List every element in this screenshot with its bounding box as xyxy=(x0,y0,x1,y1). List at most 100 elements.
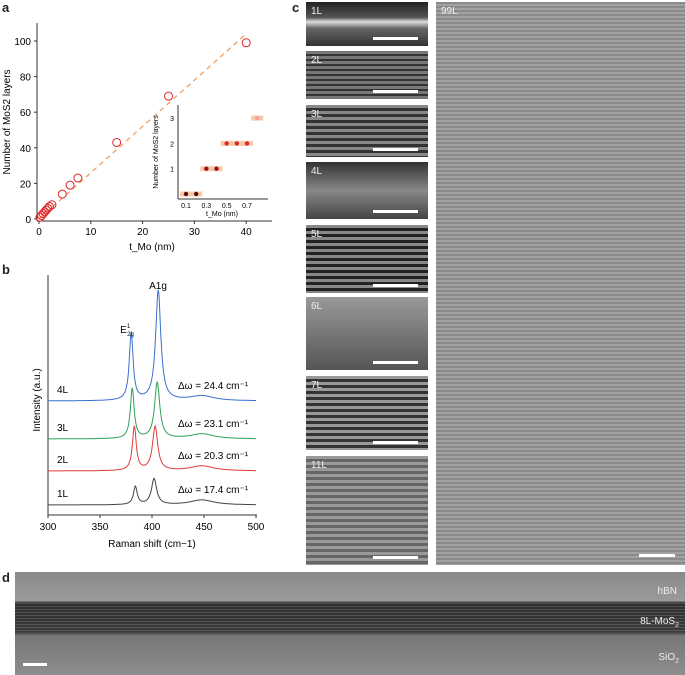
y-axis-label: Intensity (a.u.) xyxy=(32,368,43,431)
series-label: 2L xyxy=(57,455,69,466)
x-tick-label: 20 xyxy=(137,227,149,238)
chart-b: 300 350 400 450 500 Raman shift (cm−1) Intensi… xyxy=(32,275,265,550)
spectrum-1L xyxy=(48,477,256,506)
scale-bar xyxy=(23,663,47,666)
x-tick-label: 0 xyxy=(36,227,42,238)
e2g-sup: 1 xyxy=(127,324,131,330)
tem-layer-label: 11L xyxy=(311,460,327,471)
data-point xyxy=(65,180,75,190)
tem-3L-image: 3L xyxy=(306,105,428,157)
tem-7L-image: 7L xyxy=(306,376,428,450)
inset-point xyxy=(193,191,199,197)
data-point xyxy=(57,189,67,199)
series-label: 4L xyxy=(57,385,69,396)
x-tick-label: 350 xyxy=(92,522,109,533)
tem-layer-label: 3L xyxy=(311,109,323,120)
hbn-label: hBN xyxy=(657,586,677,597)
x-tick-label: 10 xyxy=(85,227,97,238)
e2g-peak-label: E1 2g xyxy=(120,324,134,338)
tem-5L-image: 5L xyxy=(306,225,428,293)
inset-point xyxy=(254,115,260,121)
inset-point xyxy=(244,141,250,146)
panel-d-label: d xyxy=(2,570,10,585)
delta-label: Δω = 17.4 cm⁻¹ xyxy=(178,485,249,496)
tem-11L-image: 11L xyxy=(306,456,428,565)
tem-d-image: hBN 8L-MoS2 SiO2 xyxy=(15,572,685,675)
a1g-peak-label: A1g xyxy=(149,281,167,292)
x-axis-label: t_Mo (nm) xyxy=(129,242,175,253)
fit-line xyxy=(38,33,247,220)
inset-y-tick-label: 3 xyxy=(170,116,174,123)
panel-c-label: c xyxy=(292,0,300,15)
y-tick-label: 60 xyxy=(20,108,32,119)
inset-x-tick-label: 0.1 xyxy=(181,203,191,210)
scale-bar xyxy=(373,210,418,213)
data-point xyxy=(164,91,173,101)
scale-bar xyxy=(373,441,418,444)
tem-2L-image: 2L xyxy=(306,51,428,99)
series-label: 3L xyxy=(57,423,69,434)
inset-point xyxy=(214,166,219,171)
y-tick-label: 0 xyxy=(25,215,31,226)
data-point xyxy=(44,202,54,212)
data-point xyxy=(241,38,251,48)
spectrum-2L xyxy=(48,424,256,472)
data-point xyxy=(47,200,57,210)
series-label: 1L xyxy=(57,489,69,500)
delta-label: Δω = 20.3 cm⁻¹ xyxy=(178,451,249,462)
inset-y-axis-label: Number of MoS2 layers xyxy=(153,115,160,189)
e2g-sub: 2g xyxy=(127,332,134,338)
tem-layer-label: 6L xyxy=(311,301,323,312)
inset-point xyxy=(183,191,189,197)
tem-99L-image: 99L xyxy=(436,2,685,565)
x-tick-label: 40 xyxy=(241,227,253,238)
scale-bar xyxy=(373,556,418,559)
scale-bar xyxy=(373,90,418,93)
y-tick-label: 20 xyxy=(20,179,32,190)
x-tick-label: 300 xyxy=(40,522,57,533)
inset-x-axis-label: t_Mo (nm) xyxy=(206,211,238,218)
tem-layer-label: 1L xyxy=(311,6,323,17)
inset-x-tick-label: 0.5 xyxy=(222,203,232,210)
panel-a-label: a xyxy=(2,0,10,15)
y-tick-label: 100 xyxy=(14,37,31,48)
delta-label: Δω = 24.4 cm⁻¹ xyxy=(178,381,249,392)
inset-point xyxy=(224,141,229,146)
scale-bar xyxy=(373,37,418,40)
scale-bar xyxy=(639,554,675,557)
x-tick-label: 500 xyxy=(248,522,265,533)
inset-point xyxy=(234,141,240,146)
inset-x-tick-label: 0.7 xyxy=(242,203,252,210)
inset-y-tick-label: 1 xyxy=(170,167,174,174)
inset-x-tick-label: 0.3 xyxy=(201,203,211,210)
y-axis-label: Number of MoS2 layers xyxy=(2,69,13,174)
scale-bar xyxy=(373,148,418,151)
spectrum-3L xyxy=(48,380,256,440)
scale-bar xyxy=(373,284,418,287)
scale-bar xyxy=(373,361,418,364)
x-axis-label: Raman shift (cm−1) xyxy=(108,539,196,550)
spectrum-4L xyxy=(48,289,256,402)
delta-label: Δω = 23.1 cm⁻¹ xyxy=(178,419,249,430)
tem-1L-image: 1L xyxy=(306,2,428,46)
panel-b-label: b xyxy=(2,262,10,277)
x-tick-label: 450 xyxy=(196,522,213,533)
tem-layer-label: 5L xyxy=(311,229,323,240)
inset-point xyxy=(204,166,209,171)
sio2-label: SiO2 xyxy=(658,652,679,665)
x-tick-label: 30 xyxy=(189,227,201,238)
data-point xyxy=(73,173,83,183)
tem-4L-image: 4L xyxy=(306,162,428,219)
tem-layer-label: 4L xyxy=(311,166,323,177)
tem-layer-label: 7L xyxy=(311,380,323,391)
y-tick-label: 80 xyxy=(20,73,32,84)
y-tick-label: 40 xyxy=(20,144,32,155)
tem-99L-label: 99L xyxy=(441,6,458,17)
tem-6L-image: 6L xyxy=(306,297,428,370)
x-tick-label: 400 xyxy=(144,522,161,533)
inset-y-tick-label: 2 xyxy=(170,141,174,148)
tem-layer-label: 2L xyxy=(311,55,323,66)
mos2-label: 8L-MoS2 xyxy=(640,616,679,629)
data-point xyxy=(112,137,122,147)
chart-a: 0 10 20 30 40 0 20 40 60 80 100 t_Mo (nm) Number of … xyxy=(2,23,272,253)
